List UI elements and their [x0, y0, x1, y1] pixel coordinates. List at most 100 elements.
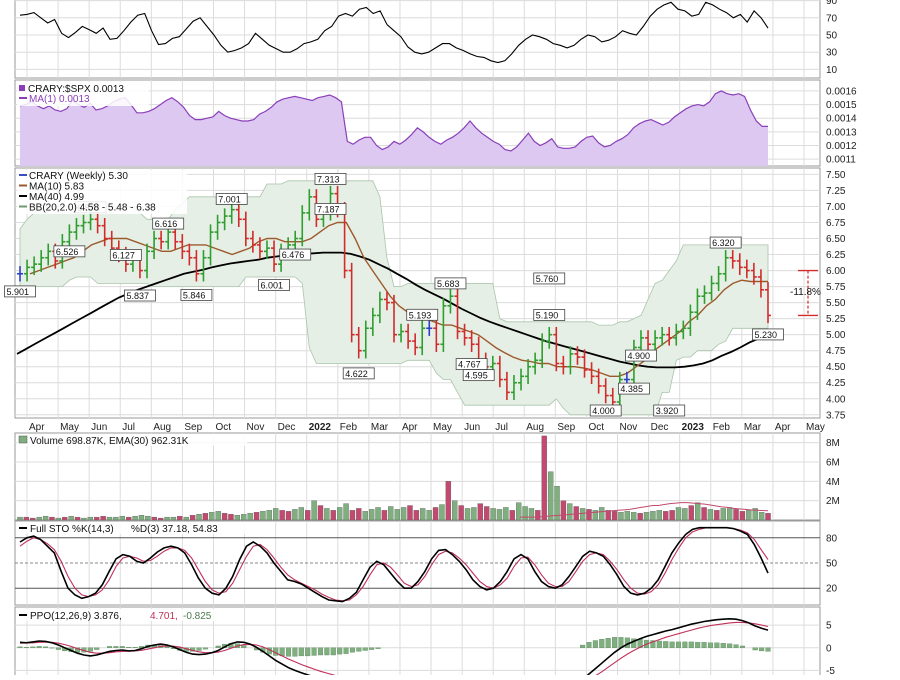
- volume-bar: [62, 517, 67, 520]
- tick-label: 0.0011: [826, 155, 856, 166]
- volume-bar: [165, 517, 170, 520]
- ppo-hist-bar: [363, 648, 368, 651]
- month-label: Mar: [744, 422, 762, 433]
- volume-bar: [733, 509, 738, 520]
- volume-bar: [324, 508, 329, 520]
- volume-bar: [459, 506, 464, 521]
- volume-bar: [209, 512, 214, 520]
- ppo-hist-bar: [37, 646, 42, 647]
- volume-bar: [331, 510, 336, 520]
- month-label: Nov: [620, 422, 638, 433]
- volume-bar: [580, 508, 585, 520]
- drop-label: -11.8%: [790, 287, 821, 298]
- volume-bar: [369, 509, 374, 520]
- month-label: Jul: [495, 422, 508, 433]
- volume-bar: [644, 512, 649, 520]
- volume-bar: [312, 501, 317, 520]
- volume-bar: [260, 511, 265, 520]
- volume-bar: [395, 509, 400, 520]
- annotation-label: 4.595: [465, 371, 488, 381]
- tick-label: 6M: [826, 458, 840, 469]
- tick-label: 0: [826, 643, 832, 654]
- month-label: Jun: [464, 422, 480, 433]
- tick-label: 8M: [826, 438, 840, 449]
- ppo-hist-bar: [293, 648, 298, 657]
- volume-bar: [158, 518, 163, 520]
- month-label: 2022: [309, 422, 332, 433]
- volume-bar: [30, 518, 35, 520]
- ppo-legend-hist: -0.825: [183, 611, 212, 622]
- ppo-hist-bar: [734, 645, 739, 648]
- tick-label: 4.00: [826, 394, 846, 405]
- annotation-label: 6.320: [712, 238, 735, 248]
- tick-label: 6.50: [826, 234, 846, 245]
- volume-bar: [228, 514, 233, 520]
- month-label: Apr: [29, 422, 45, 433]
- volume-bar: [203, 513, 208, 520]
- tick-label: 4M: [826, 477, 840, 488]
- tick-label: 0.0016: [826, 86, 857, 97]
- month-label: May: [433, 422, 452, 433]
- annotation-label: 6.001: [261, 281, 284, 291]
- tick-label: 5.25: [826, 314, 846, 325]
- volume-bar: [765, 513, 770, 520]
- volume-bar: [650, 511, 655, 520]
- ppo-hist-bar: [216, 646, 221, 648]
- volume-bar: [56, 518, 61, 520]
- volume-bar: [222, 513, 227, 520]
- volume-bar: [107, 517, 112, 520]
- volume-bar: [503, 507, 508, 520]
- volume-bar: [101, 516, 106, 520]
- volume-bar: [113, 517, 118, 520]
- tick-label: 70: [826, 13, 838, 24]
- annotation-label: 5.837: [126, 291, 149, 301]
- month-label: May: [806, 422, 825, 433]
- ppo-hist-bar: [318, 648, 323, 655]
- ppo-hist-bar: [708, 643, 713, 648]
- volume-bar: [375, 507, 380, 520]
- volume-bar: [740, 511, 745, 520]
- volume-bar: [177, 516, 182, 520]
- volume-bar: [407, 506, 412, 521]
- volume-bar: [292, 509, 297, 520]
- volume-bar: [478, 504, 483, 520]
- annotation-label: 6.616: [155, 219, 178, 229]
- ppo-hist-bar: [657, 641, 662, 648]
- volume-bar: [657, 510, 662, 520]
- month-label: Oct: [215, 422, 231, 433]
- ppo-hist-bar: [299, 648, 304, 656]
- volume-bar: [548, 472, 553, 520]
- volume-bar: [702, 507, 707, 520]
- volume-bar: [318, 506, 323, 521]
- volume-bar: [586, 509, 591, 520]
- volume-bar: [216, 511, 221, 520]
- month-label: Dec: [278, 422, 296, 433]
- ratio-legend-swatch: [19, 85, 25, 91]
- tick-label: 2M: [826, 496, 840, 507]
- volume-bar: [612, 511, 617, 520]
- ratio-legend-ma: MA(1) 0.0013: [29, 94, 90, 105]
- month-label: Apr: [775, 422, 791, 433]
- volume-bar: [446, 481, 451, 520]
- volume-bar: [695, 503, 700, 520]
- volume-bar: [126, 517, 131, 520]
- volume-bar: [682, 508, 687, 520]
- ppo-hist-bar: [599, 639, 604, 648]
- ppo-hist-bar: [107, 646, 112, 647]
- price-legend-entry: MA(10) 5.83: [29, 182, 84, 193]
- ppo-hist-bar: [241, 646, 246, 648]
- volume-bar: [81, 518, 86, 520]
- volume-bar: [561, 501, 566, 520]
- annotation-label: 3.920: [656, 406, 679, 416]
- volume-bar: [523, 506, 528, 520]
- month-label: Apr: [402, 422, 418, 433]
- volume-bar: [471, 507, 476, 520]
- volume-bar: [727, 507, 732, 520]
- volume-bar: [491, 508, 496, 520]
- annotation-label: 5.846: [183, 290, 206, 300]
- month-label: Jul: [122, 422, 135, 433]
- volume-bar: [273, 508, 278, 520]
- volume-bar: [497, 509, 502, 520]
- annotation-label: 5.190: [536, 310, 559, 320]
- volume-bar: [708, 509, 713, 520]
